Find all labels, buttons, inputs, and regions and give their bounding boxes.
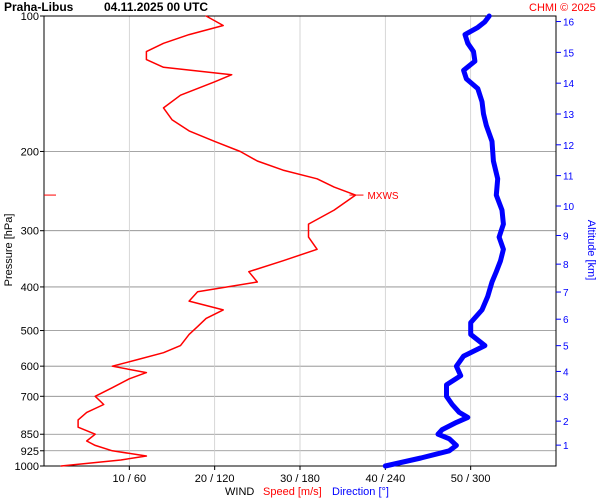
altitude-tick-label: 2 [563,417,569,428]
pressure-tick-label: 200 [21,146,39,158]
pressure-tick-label: 100 [21,11,39,23]
pressure-tick-label: 850 [21,429,39,441]
y-axis-label: Pressure [hPa] [3,214,15,287]
mxws-annotation: MXWS [44,191,399,202]
pressure-tick-label: 500 [21,326,39,338]
altitude-tick-label: 11 [563,172,574,183]
pressure-axis: 100 200 300 400 500 600 700 850 925 1000 [15,11,44,473]
pressure-tick-label: 1000 [15,461,39,473]
altitude-tick-label: 16 [563,18,575,29]
speed-series-line [60,15,357,467]
pressure-tick-label: 300 [21,226,39,238]
x-axis-label-direction: Direction [°] [332,486,389,498]
altitude-tick-label: 7 [563,288,569,299]
altitude-tick-label: 14 [563,79,575,90]
station-name: Praha-Libus [4,0,74,14]
altitude-tick-label: 9 [563,231,569,242]
credit-label: CHMI © 2025 [529,2,596,14]
pressure-tick-label: 400 [21,282,39,294]
altitude-tick-label: 1 [563,441,569,452]
wind-axis: 10 / 60 20 / 120 30 / 180 40 / 240 50 / 300 [113,466,491,485]
altitude-tick-label: 10 [563,202,575,213]
altitude-tick-label: 8 [563,260,569,271]
altitude-tick-label: 4 [563,367,569,378]
pressure-tick-label: 925 [21,446,39,458]
sounding-datetime: 04.11.2025 00 UTC [104,0,208,14]
altitude-tick-label: 15 [563,48,575,59]
wind-tick-label: 20 / 120 [195,473,235,485]
wind-tick-label: 30 / 180 [280,473,320,485]
pressure-tick-label: 600 [21,361,39,373]
wind-tick-label: 10 / 60 [113,473,147,485]
altitude-tick-label: 6 [563,315,569,326]
series-layer [60,13,506,469]
pressure-tick-label: 700 [21,391,39,403]
y2-axis-label: Altitude [km] [585,220,597,281]
altitude-tick-label: 5 [563,342,569,353]
wind-tick-label: 40 / 240 [365,473,405,485]
x-axis-label-speed: Speed [m/s] [263,486,322,498]
x-axis-label-wind: WIND [225,486,254,498]
direction-series-line [382,13,506,469]
altitude-tick-label: 3 [563,393,569,404]
mxws-label: MXWS [367,191,398,202]
wind-tick-label: 50 / 300 [451,473,491,485]
altitude-tick-label: 13 [563,110,575,121]
altitude-tick-label: 12 [563,141,575,152]
